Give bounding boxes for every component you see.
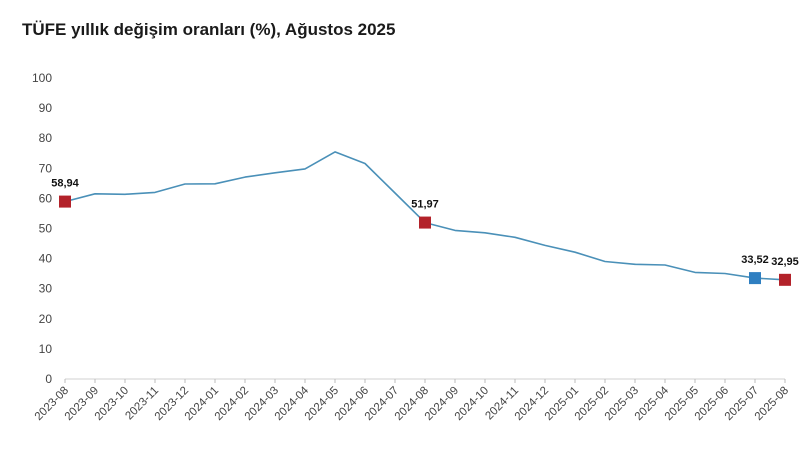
data-point-marker (749, 272, 761, 285)
data-point-marker (779, 273, 791, 286)
data-point-marker (419, 216, 431, 229)
x-axis: 2023-082023-092023-102023-112023-122024-… (33, 378, 791, 423)
y-axis: 0 10 20 30 40 50 60 70 80 90 100 (32, 71, 52, 386)
y-tick-label: 40 (39, 252, 53, 266)
data-label: 51,97 (411, 199, 439, 211)
plot-area: 58,94 51,97 33,52 32,95 (51, 151, 799, 286)
data-label: 32,95 (771, 256, 799, 268)
chart-title: TÜFE yıllık değişim oranları (%), Ağusto… (22, 20, 396, 39)
y-tick-label: 80 (39, 131, 53, 145)
y-tick-label: 70 (39, 161, 53, 175)
y-tick-label: 50 (39, 222, 53, 236)
y-tick-label: 0 (45, 372, 52, 386)
series-line (64, 151, 786, 281)
y-tick-label: 20 (39, 312, 53, 326)
data-point-marker (59, 195, 71, 208)
y-tick-label: 100 (32, 71, 52, 85)
data-label: 33,52 (741, 254, 769, 266)
x-tick-label: 2025-08 (753, 385, 791, 423)
y-tick-label: 10 (39, 342, 53, 356)
data-label: 58,94 (51, 178, 79, 190)
y-tick-label: 90 (39, 101, 53, 115)
y-tick-label: 60 (39, 191, 53, 205)
y-tick-label: 30 (39, 282, 53, 296)
